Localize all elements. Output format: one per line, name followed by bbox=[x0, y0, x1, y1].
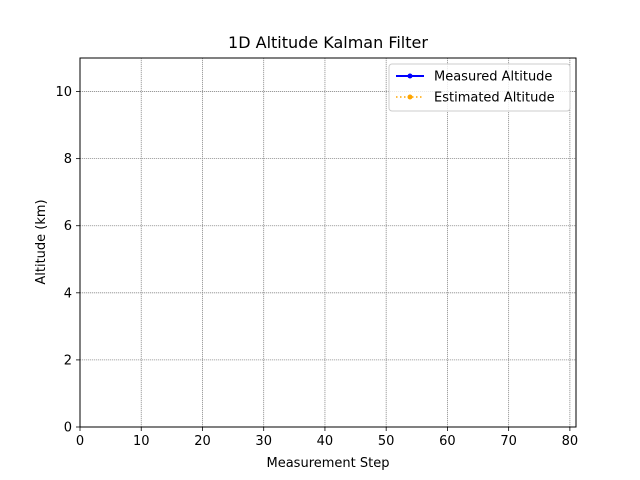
x-tick-label: 30 bbox=[255, 434, 272, 449]
x-tick-label: 80 bbox=[562, 434, 579, 449]
y-tick-label: 0 bbox=[64, 421, 72, 436]
x-tick-label: 10 bbox=[133, 434, 150, 449]
legend-marker-measured bbox=[407, 73, 413, 79]
x-tick-label: 50 bbox=[378, 434, 395, 449]
x-tick-label: 40 bbox=[317, 434, 334, 449]
y-tick-label: 8 bbox=[64, 152, 72, 167]
chart-title: 1D Altitude Kalman Filter bbox=[228, 33, 428, 52]
x-tick-label: 60 bbox=[439, 434, 456, 449]
y-tick-label: 10 bbox=[55, 85, 72, 100]
legend-label-measured: Measured Altitude bbox=[434, 70, 552, 85]
legend-box bbox=[388, 63, 571, 112]
x-tick-label: 20 bbox=[194, 434, 211, 449]
y-tick-label: 4 bbox=[64, 286, 72, 301]
x-axis-ticks: 0 10 20 30 40 50 60 70 80 bbox=[76, 427, 578, 449]
x-tick-label: 0 bbox=[76, 434, 84, 449]
y-tick-label: 6 bbox=[64, 219, 72, 234]
y-tick-label: 2 bbox=[64, 353, 72, 368]
legend-label-estimated: Estimated Altitude bbox=[434, 91, 555, 106]
y-axis-ticks: 0 2 4 6 8 10 bbox=[55, 85, 80, 436]
y-axis-label: Altitude (km) bbox=[34, 199, 49, 284]
legend: Measured Altitude Estimated Altitude bbox=[388, 63, 571, 112]
x-axis-label: Measurement Step bbox=[267, 456, 390, 471]
plot-area-frame bbox=[79, 57, 577, 428]
x-tick-label: 70 bbox=[500, 434, 517, 449]
legend-marker-estimated bbox=[407, 94, 413, 100]
